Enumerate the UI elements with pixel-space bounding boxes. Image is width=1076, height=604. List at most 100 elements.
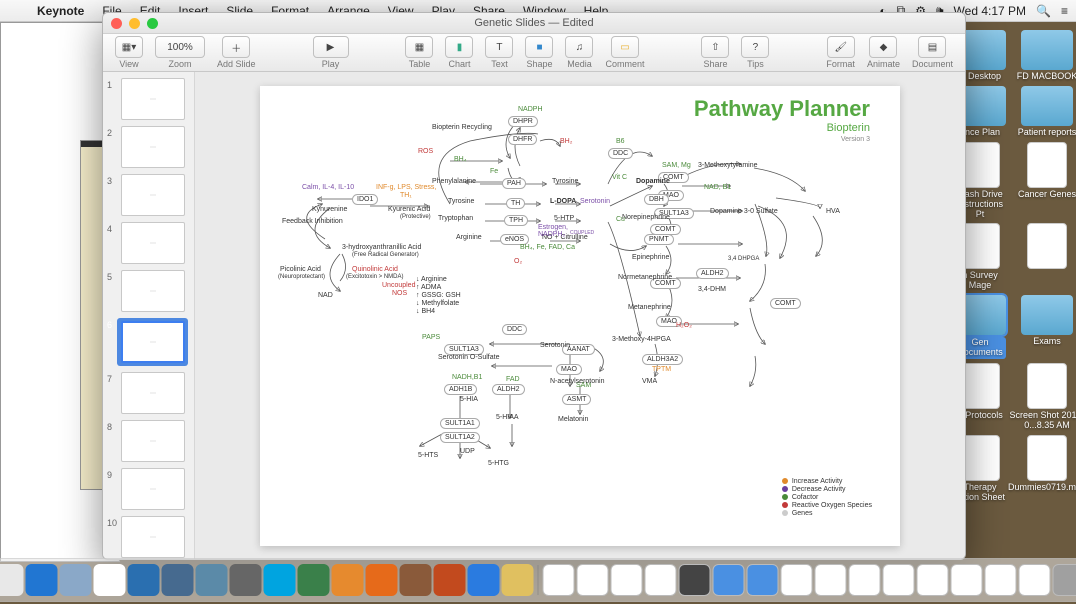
node-ddc2: DDC <box>502 324 527 335</box>
dock-app-icon[interactable] <box>400 564 432 596</box>
desktop-item[interactable]: Screen Shot 2017-0...8.35 AM <box>1008 363 1076 431</box>
dock-app-icon[interactable] <box>162 564 194 596</box>
lbl-frg: (Free Radical Generator) <box>352 252 419 258</box>
lbl-dhm: 3,4-DHM <box>698 286 726 293</box>
tips-button[interactable]: ? <box>741 36 769 58</box>
menubar-menu-icon[interactable]: ≡ <box>1061 4 1068 18</box>
dock[interactable] <box>0 558 1076 602</box>
dock-doc-icon[interactable] <box>543 564 575 596</box>
text-button[interactable]: T <box>485 36 513 58</box>
desktop-item[interactable]: Dummies0719.mp4 <box>1008 435 1076 503</box>
dock-doc-icon[interactable] <box>713 564 745 596</box>
node-adh1b: ADH1B <box>444 384 477 395</box>
slide-thumb-2[interactable]: 2⋯ <box>121 126 188 168</box>
lbl-darg: ↓ Arginine <box>416 276 447 283</box>
desktop-item[interactable]: Exams <box>1008 295 1076 359</box>
dock-app-icon[interactable] <box>128 564 160 596</box>
dock-doc-icon[interactable] <box>985 564 1017 596</box>
chart-button[interactable]: ▮ <box>445 36 473 58</box>
dock-app-icon[interactable] <box>94 564 126 596</box>
media-button[interactable]: ♫ <box>565 36 593 58</box>
slide-thumb-4[interactable]: 4⋯ <box>121 222 188 264</box>
dock-doc-icon[interactable] <box>815 564 847 596</box>
node-th: TH <box>506 198 525 209</box>
dock-app-icon[interactable] <box>468 564 500 596</box>
shape-button[interactable]: ■ <box>525 36 553 58</box>
dock-doc-icon[interactable] <box>951 564 983 596</box>
slide-thumb-6[interactable]: 6⋯ <box>117 318 188 366</box>
slide-thumb-8[interactable]: 8⋯ <box>121 420 188 462</box>
animate-button[interactable]: ◆ <box>869 36 897 58</box>
desktop-item[interactable]: Patient reports <box>1008 86 1076 138</box>
desktop-item[interactable]: FD MACBOOK <box>1008 30 1076 82</box>
document-button[interactable]: ▤ <box>918 36 946 58</box>
view-button[interactable]: ▦▾ <box>115 36 143 58</box>
dock-doc-icon[interactable] <box>1019 564 1051 596</box>
chart-label: Chart <box>448 59 470 69</box>
lbl-quin: Quinolinic Acid <box>352 266 398 273</box>
dock-doc-icon[interactable] <box>747 564 779 596</box>
table-button[interactable]: ▦ <box>405 36 433 58</box>
slide-thumb-1[interactable]: 1⋯ <box>121 78 188 120</box>
dock-app-icon[interactable] <box>366 564 398 596</box>
slide-thumb-9[interactable]: 9⋯ <box>121 468 188 510</box>
slide-thumb-10[interactable]: 10⋯ <box>121 516 188 558</box>
dock-app-icon[interactable] <box>298 564 330 596</box>
dock-doc-icon[interactable] <box>1053 564 1076 596</box>
add-slide-button[interactable]: ＋ <box>222 36 250 58</box>
share-button[interactable]: ⇧ <box>701 36 729 58</box>
minimize-button[interactable] <box>129 18 140 29</box>
dock-doc-icon[interactable] <box>883 564 915 596</box>
dock-doc-icon[interactable] <box>679 564 711 596</box>
node-aldh2: ALDH2 <box>492 384 525 395</box>
zoom-select[interactable]: 100% <box>155 36 205 58</box>
dock-app-icon[interactable] <box>60 564 92 596</box>
dock-app-icon[interactable] <box>196 564 228 596</box>
comment-button[interactable]: ▭ <box>611 36 639 58</box>
lbl-protect: (Protective) <box>400 214 431 220</box>
dock-app-icon[interactable] <box>332 564 364 596</box>
titlebar[interactable]: Genetic Slides — Edited <box>103 13 965 34</box>
lbl-hva: HVA <box>826 208 840 215</box>
slide-navigator[interactable]: 1⋯2⋯3⋯4⋯5⋯6⋯7⋯8⋯9⋯10⋯11⋯12⋯13⋯ <box>103 72 195 559</box>
dock-doc-icon[interactable] <box>849 564 881 596</box>
dock-doc-icon[interactable] <box>577 564 609 596</box>
close-button[interactable] <box>111 18 122 29</box>
slide-canvas[interactable]: Pathway Planner Biopterin Version 3 <box>260 86 900 546</box>
lbl-dmf: ↓ Methylfolate <box>416 300 459 307</box>
play-button[interactable]: ▶ <box>313 36 349 58</box>
lbl-calm: Calm, IL-4, IL-10 <box>302 184 354 191</box>
legend: Increase Activity Decrease Activity Cofa… <box>782 477 872 518</box>
lbl-fhtp: 5-HTP <box>554 215 574 222</box>
dock-doc-icon[interactable] <box>781 564 813 596</box>
dock-app-icon[interactable] <box>502 564 534 596</box>
zoom-button[interactable] <box>147 18 158 29</box>
desktop-item[interactable]: Cancer Genes <box>1008 142 1076 220</box>
node-ido1: IDO1 <box>352 194 378 205</box>
slide-thumb-3[interactable]: 3⋯ <box>121 174 188 216</box>
dock-doc-icon[interactable] <box>917 564 949 596</box>
slide-thumb-7[interactable]: 7⋯ <box>121 372 188 414</box>
lbl-dbh4: ↓ BH4 <box>416 308 435 315</box>
lbl-ser2: Serotonin <box>540 342 570 349</box>
canvas-area[interactable]: Pathway Planner Biopterin Version 3 <box>195 72 965 559</box>
tips-label: Tips <box>747 59 764 69</box>
dock-doc-icon[interactable] <box>611 564 643 596</box>
slide-thumb-5[interactable]: 5⋯ <box>121 270 188 312</box>
lbl-o2: O₂ <box>514 258 522 265</box>
dock-app-icon[interactable] <box>434 564 466 596</box>
lbl-nadph2: NADPH₂ <box>538 231 565 238</box>
desktop-item[interactable] <box>1008 223 1076 291</box>
lbl-adma: ↑ ADMA <box>416 284 441 291</box>
lbl-udp: UDP <box>460 448 475 455</box>
app-name[interactable]: Keynote <box>28 4 93 18</box>
dock-app-icon[interactable] <box>26 564 58 596</box>
lbl-trp: Tryptophan <box>438 215 473 222</box>
dock-app-icon[interactable] <box>230 564 262 596</box>
dock-app-icon[interactable] <box>264 564 296 596</box>
node-sult1a2: SULT1A2 <box>440 432 480 443</box>
dock-app-icon[interactable] <box>0 564 24 596</box>
dock-doc-icon[interactable] <box>645 564 677 596</box>
spotlight-icon[interactable]: 🔍 <box>1036 4 1051 18</box>
format-button[interactable]: 🖌 <box>827 36 855 58</box>
